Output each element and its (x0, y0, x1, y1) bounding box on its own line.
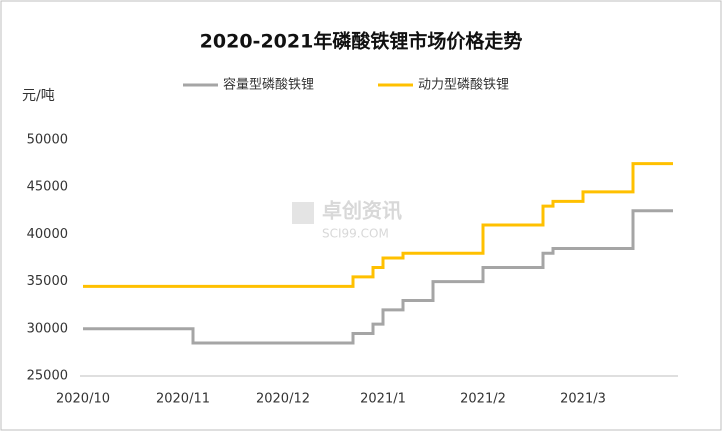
y-tick-label: 50000 (27, 133, 68, 148)
watermark-logo (292, 202, 314, 224)
watermark: SCI99.COM (322, 227, 389, 241)
series-line (83, 162, 673, 288)
y-tick-label: 30000 (27, 321, 68, 336)
y-axis-label: 元/吨 (22, 88, 55, 104)
x-tick-label: 2021/3 (560, 392, 606, 407)
x-tick-label: 2020/11 (156, 392, 210, 407)
series-line (83, 209, 673, 345)
x-tick-label: 2020/10 (56, 392, 110, 407)
legend-label: 动力型磷酸铁锂 (418, 78, 509, 93)
legend-label: 容量型磷酸铁锂 (223, 77, 314, 93)
y-tick-label: 45000 (27, 180, 68, 195)
watermark: 卓创资讯 (322, 199, 402, 223)
x-tick-label: 2020/12 (256, 392, 310, 407)
y-tick-label: 40000 (27, 227, 68, 242)
x-tick-label: 2021/1 (360, 392, 406, 407)
x-tick-label: 2021/2 (460, 392, 506, 407)
y-tick-label: 35000 (27, 274, 68, 289)
chart-title: 2020-2021年磷酸铁锂市场价格走势 (200, 30, 523, 53)
y-tick-label: 25000 (27, 369, 68, 384)
